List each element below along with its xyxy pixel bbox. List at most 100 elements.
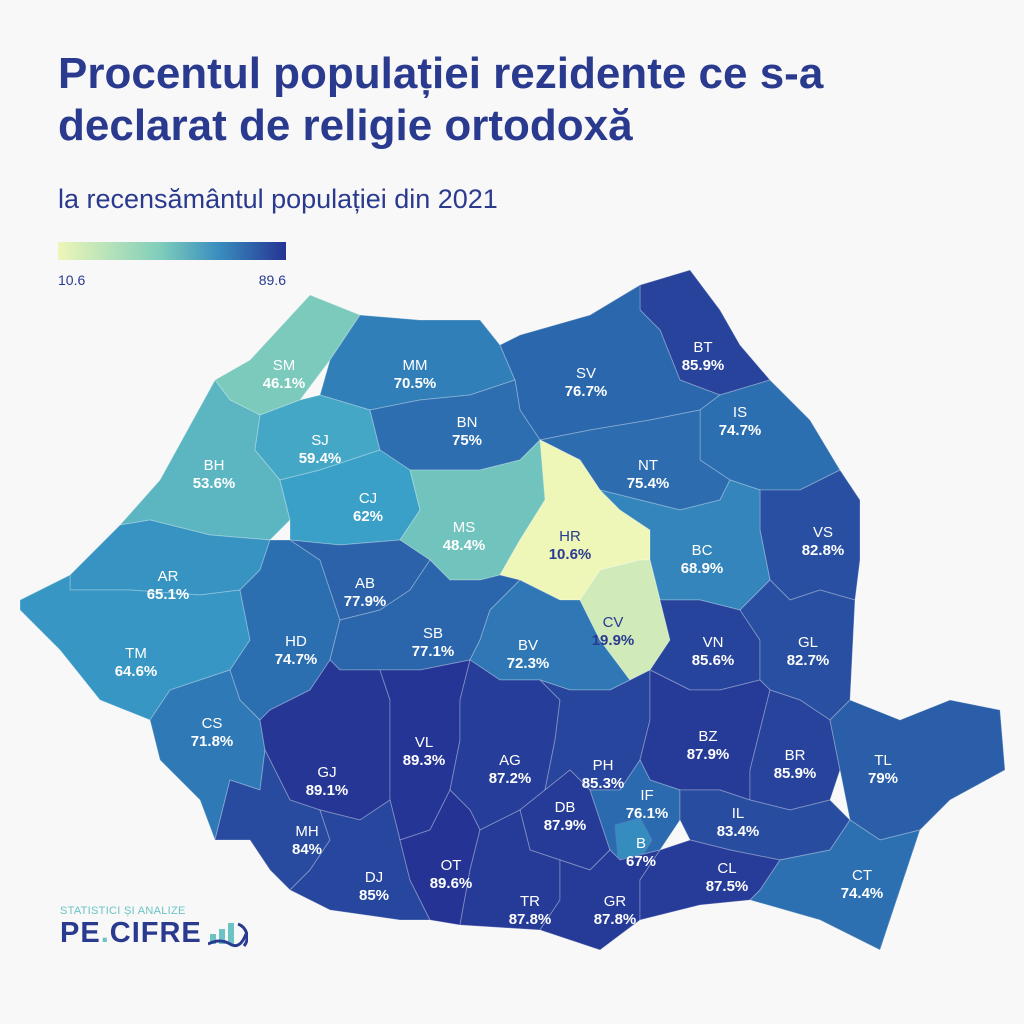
- county-value-label: 72.3%: [507, 655, 550, 672]
- logo-tagline: STATISTICI ȘI ANALIZE: [60, 905, 186, 917]
- county-value-label: 74.7%: [275, 651, 318, 668]
- county-code-label: AG: [499, 752, 521, 769]
- county-code-label: CL: [717, 860, 736, 877]
- county-code-label: AR: [158, 568, 179, 585]
- county-value-label: 71.8%: [191, 733, 234, 750]
- county-value-label: 76.7%: [565, 383, 608, 400]
- county-code-label: SM: [273, 357, 296, 374]
- county-value-label: 87.2%: [489, 770, 532, 787]
- county-code-label: SV: [576, 365, 596, 382]
- county-value-label: 77.1%: [412, 643, 455, 660]
- county-value-label: 75%: [452, 432, 482, 449]
- county-value-label: 59.4%: [299, 450, 342, 467]
- county-value-label: 84%: [292, 841, 322, 858]
- county-value-label: 85.9%: [682, 357, 725, 374]
- county-dj: [289, 799, 431, 921]
- county-value-label: 64.6%: [115, 663, 158, 680]
- county-value-label: 87.5%: [706, 878, 749, 895]
- county-mh: [214, 748, 331, 891]
- county-value-label: 83.4%: [717, 823, 760, 840]
- county-value-label: 48.4%: [443, 537, 486, 554]
- county-value-label: 62%: [353, 508, 383, 525]
- color-legend: 10.6 89.6: [58, 242, 286, 288]
- county-value-label: 74.4%: [841, 885, 884, 902]
- county-value-label: 79%: [868, 770, 898, 787]
- county-code-label: CS: [202, 715, 223, 732]
- county-value-label: 87.9%: [687, 746, 730, 763]
- county-code-label: MH: [295, 823, 318, 840]
- county-value-label: 85.6%: [692, 652, 735, 669]
- county-value-label: 46.1%: [263, 375, 306, 392]
- county-code-label: IS: [733, 404, 747, 421]
- county-value-label: 68.9%: [681, 560, 724, 577]
- bar-chart-logo-icon: [207, 922, 248, 947]
- county-code-label: BN: [457, 414, 478, 431]
- county-value-label: 53.6%: [193, 475, 236, 492]
- county-code-label: BT: [693, 339, 712, 356]
- county-code-label: VN: [703, 634, 724, 651]
- county-cl: [639, 839, 781, 921]
- legend-min: 10.6: [58, 272, 86, 288]
- county-code-label: IF: [640, 787, 653, 804]
- county-code-label: TM: [125, 645, 147, 662]
- county-code-label: HD: [285, 633, 307, 650]
- chart-title: Procentul populației rezidente ce s-a de…: [58, 49, 824, 150]
- county-code-label: PH: [593, 757, 614, 774]
- county-value-label: 19.9%: [592, 632, 635, 649]
- county-value-label: 89.6%: [430, 875, 473, 892]
- county-code-label: BV: [518, 637, 538, 654]
- county-code-label: TR: [520, 893, 540, 910]
- county-value-label: 75.4%: [627, 475, 670, 492]
- county-code-label: SJ: [311, 432, 329, 449]
- county-value-label: 85.3%: [582, 775, 625, 792]
- county-code-label: GL: [798, 634, 818, 651]
- county-value-label: 10.6%: [549, 546, 592, 563]
- county-code-label: VS: [813, 524, 833, 541]
- county-value-label: 89.3%: [403, 752, 446, 769]
- county-code-label: CT: [852, 867, 872, 884]
- county-code-label: GR: [604, 893, 627, 910]
- county-code-label: AB: [355, 575, 375, 592]
- county-code-label: B: [636, 835, 646, 852]
- county-code-label: MM: [403, 357, 428, 374]
- county-b: [614, 817, 653, 861]
- county-code-label: NT: [638, 457, 658, 474]
- county-tl: [829, 699, 1006, 841]
- county-code-label: SB: [423, 625, 443, 642]
- logo-name-1: PE: [60, 917, 101, 949]
- county-code-label: CJ: [359, 490, 377, 507]
- county-value-label: 67%: [626, 853, 656, 870]
- county-value-label: 65.1%: [147, 586, 190, 603]
- county-value-label: 70.5%: [394, 375, 437, 392]
- pecifre-logo: STATISTICI ȘI ANALIZE PE.CIFRE: [60, 905, 248, 950]
- legend-gradient-bar: [58, 242, 286, 260]
- county-value-label: 82.7%: [787, 652, 830, 669]
- county-code-label: BR: [785, 747, 806, 764]
- county-value-label: 87.8%: [594, 911, 637, 928]
- county-code-label: GJ: [317, 764, 336, 781]
- county-code-label: DJ: [365, 869, 383, 886]
- county-vs: [759, 469, 861, 601]
- county-code-label: IL: [732, 805, 745, 822]
- county-code-label: DB: [555, 799, 576, 816]
- legend-max: 89.6: [258, 272, 286, 288]
- county-value-label: 76.1%: [626, 805, 669, 822]
- county-value-label: 87.9%: [544, 817, 587, 834]
- county-value-label: 87.8%: [509, 911, 552, 928]
- county-ct: [749, 819, 921, 951]
- county-code-label: BZ: [698, 728, 717, 745]
- county-code-label: BH: [204, 457, 225, 474]
- county-code-label: CV: [603, 614, 624, 631]
- county-gr: [539, 849, 662, 951]
- county-code-label: MS: [453, 519, 476, 536]
- chart-subtitle: la recensământul populației din 2021: [58, 184, 498, 214]
- county-value-label: 85%: [359, 887, 389, 904]
- county-code-label: TL: [874, 752, 892, 769]
- county-value-label: 85.9%: [774, 765, 817, 782]
- county-value-label: 77.9%: [344, 593, 387, 610]
- county-value-label: 89.1%: [306, 782, 349, 799]
- county-code-label: OT: [441, 857, 462, 874]
- county-value-label: 82.8%: [802, 542, 845, 559]
- county-code-label: BC: [692, 542, 713, 559]
